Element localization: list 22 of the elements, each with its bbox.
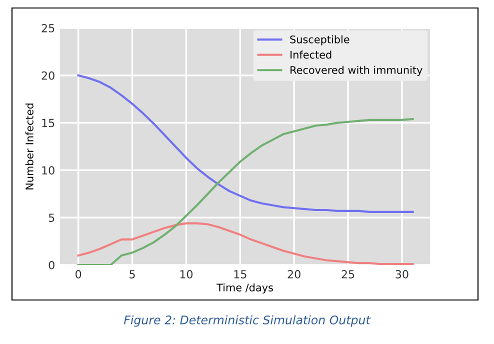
line-series [77, 118, 414, 265]
y-tick-label: 25 [42, 24, 54, 32]
y-tick-label: 20 [42, 71, 54, 80]
x-tick-label: 20 [288, 270, 300, 278]
caption: Figure 2: Deterministic Simulation Output [124, 315, 371, 327]
legend-label: Infected [290, 50, 332, 59]
y-axis-title: Number Infected [25, 104, 34, 190]
y-tick-label: 10 [42, 166, 54, 175]
legend-label: Susceptible [290, 35, 350, 46]
x-tick-label: 25 [342, 270, 354, 278]
x-tick-label: 10 [180, 270, 193, 278]
x-tick-label: 0 [76, 270, 82, 278]
line-series [77, 222, 414, 265]
y-tick-label: 5 [48, 214, 54, 222]
x-axis-title: Time /days [216, 283, 273, 294]
line-series [77, 74, 414, 213]
x-tick-label: 15 [234, 270, 246, 278]
x-tick-label: 30 [396, 270, 408, 278]
y-tick-label: 0 [48, 260, 54, 270]
x-tick-label: 5 [130, 270, 135, 278]
y-tick-label: 15 [42, 118, 54, 128]
legend-label: Recovered with immunity [290, 66, 422, 76]
